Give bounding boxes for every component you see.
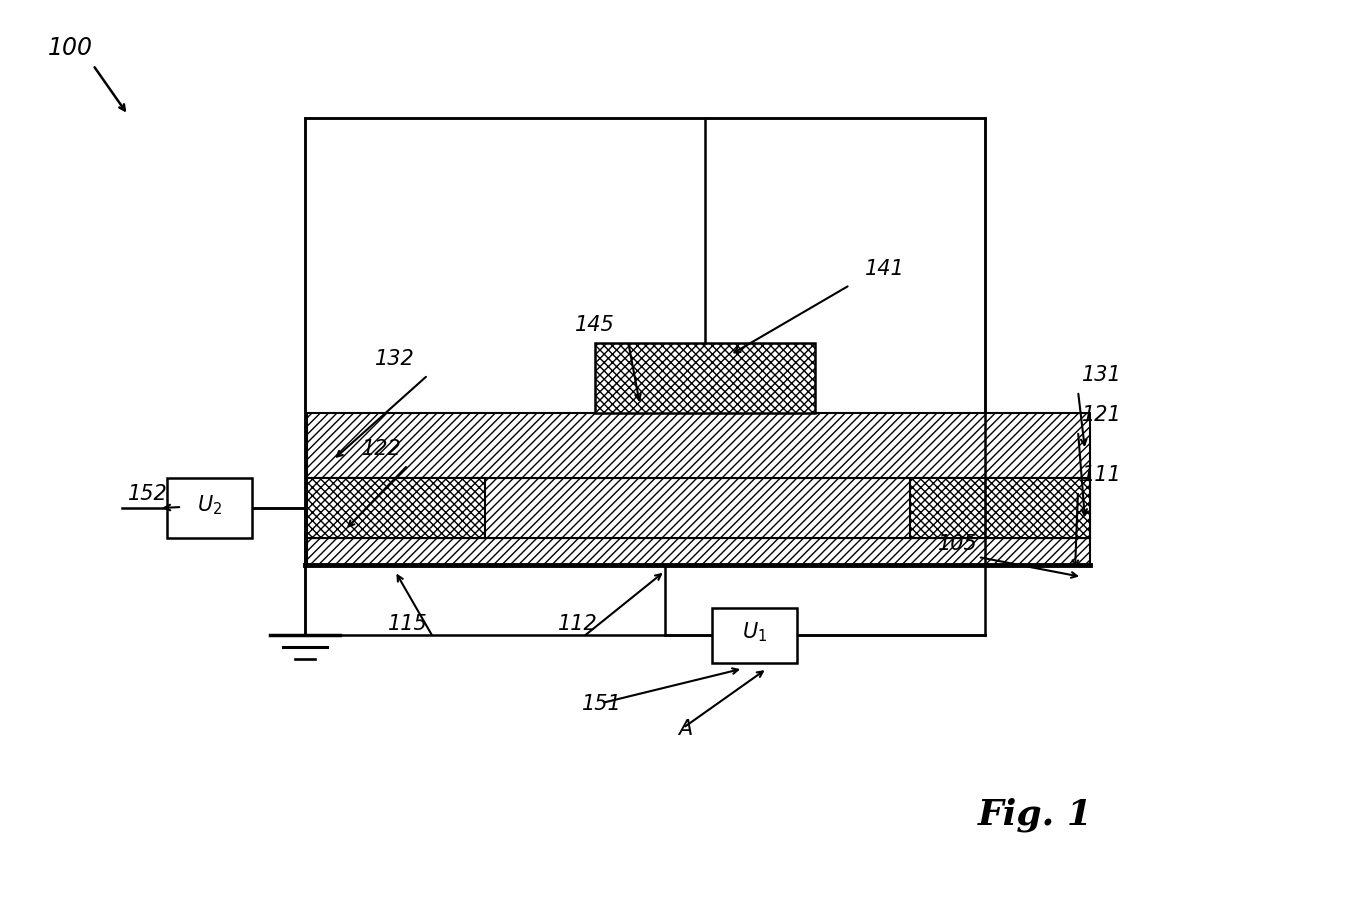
Bar — [307, 413, 1091, 478]
FancyBboxPatch shape — [713, 607, 798, 663]
Text: 151: 151 — [582, 694, 621, 714]
Text: 141: 141 — [865, 259, 905, 279]
Text: 100: 100 — [49, 36, 93, 60]
Bar — [305, 118, 985, 565]
Text: 105: 105 — [938, 534, 977, 554]
FancyBboxPatch shape — [167, 478, 252, 538]
Text: 132: 132 — [375, 349, 415, 369]
Text: 111: 111 — [1082, 465, 1122, 485]
Text: $U_1$: $U_1$ — [743, 620, 767, 644]
Text: $U_2$: $U_2$ — [197, 493, 222, 517]
Text: 131: 131 — [1082, 365, 1122, 385]
Text: A: A — [678, 719, 693, 739]
Text: 145: 145 — [576, 315, 615, 335]
Bar — [307, 538, 1091, 565]
Text: Fig. 1: Fig. 1 — [979, 798, 1093, 833]
Text: 115: 115 — [388, 614, 427, 634]
Bar — [307, 478, 485, 538]
Text: 152: 152 — [128, 484, 167, 504]
Bar — [594, 343, 816, 413]
Bar — [910, 478, 1091, 538]
Text: 112: 112 — [558, 614, 597, 634]
Text: 122: 122 — [363, 439, 402, 459]
Text: 121: 121 — [1082, 405, 1122, 425]
Bar — [307, 478, 1091, 538]
